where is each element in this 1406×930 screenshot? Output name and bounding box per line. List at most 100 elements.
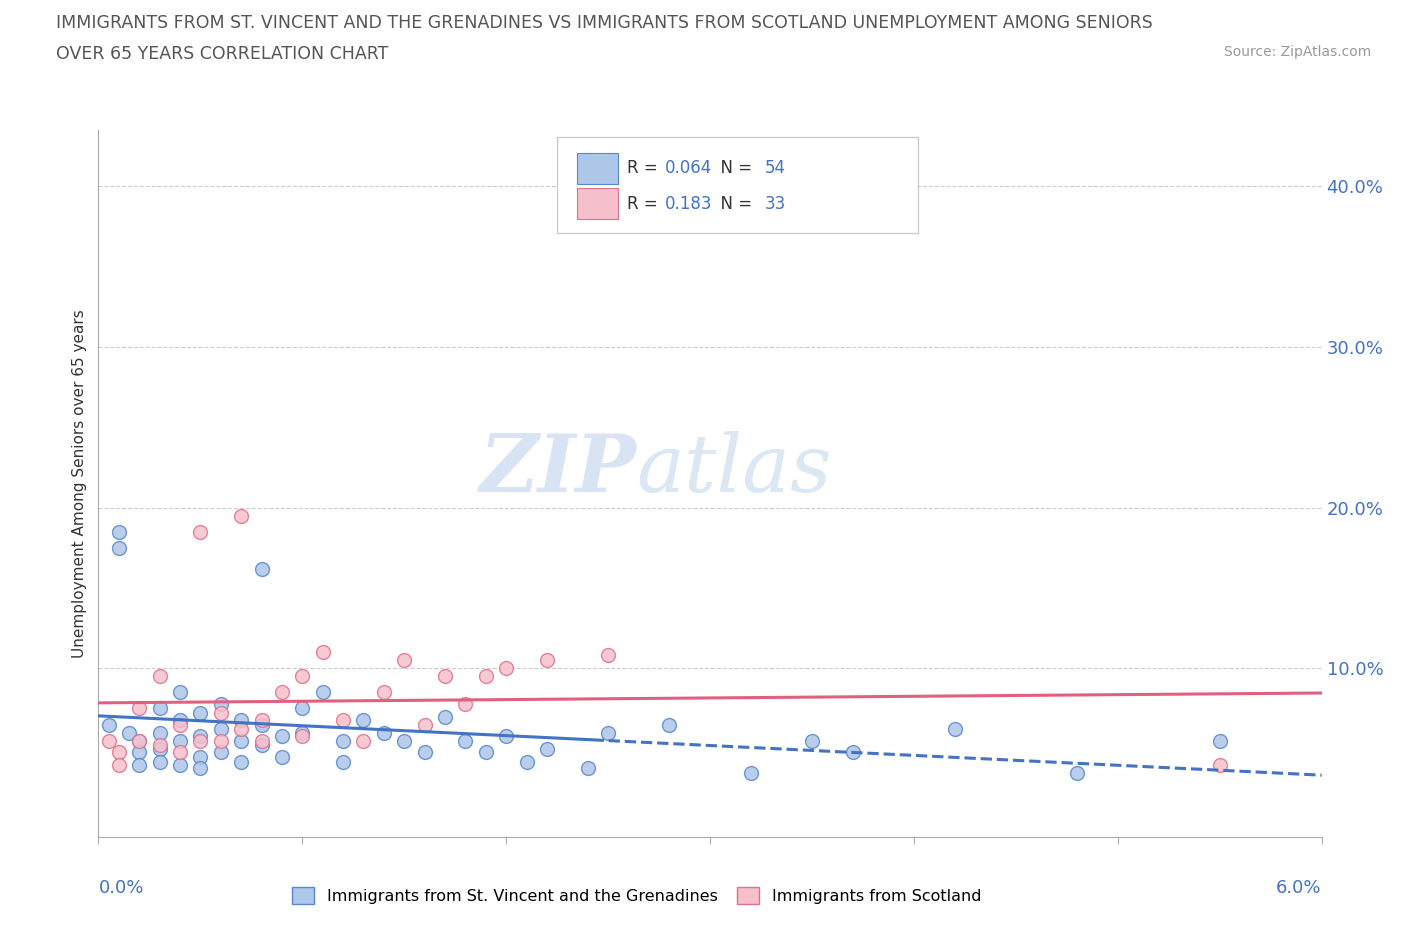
Point — [169, 685, 191, 700]
Point — [291, 725, 314, 740]
Point — [188, 525, 212, 539]
Point — [270, 728, 292, 743]
FancyBboxPatch shape — [576, 188, 619, 219]
Point — [270, 685, 292, 700]
Point — [97, 717, 120, 732]
Point — [188, 728, 212, 743]
Text: 54: 54 — [765, 159, 786, 178]
Point — [1208, 757, 1232, 772]
Point — [149, 741, 172, 756]
Text: 0.0%: 0.0% — [98, 880, 143, 897]
Point — [454, 697, 477, 711]
Point — [108, 757, 131, 772]
Point — [311, 685, 335, 700]
Point — [128, 733, 150, 748]
Point — [291, 669, 314, 684]
Point — [188, 761, 212, 776]
Point — [231, 754, 253, 769]
Point — [250, 712, 273, 727]
Point — [943, 722, 966, 737]
Point — [108, 744, 131, 759]
FancyBboxPatch shape — [576, 153, 619, 184]
Point — [231, 722, 253, 737]
Point — [291, 728, 314, 743]
Point — [188, 733, 212, 748]
Point — [209, 722, 232, 737]
Text: R =: R = — [627, 159, 662, 178]
Point — [1208, 733, 1232, 748]
Y-axis label: Unemployment Among Seniors over 65 years: Unemployment Among Seniors over 65 years — [72, 309, 87, 658]
Point — [149, 669, 172, 684]
Text: IMMIGRANTS FROM ST. VINCENT AND THE GRENADINES VS IMMIGRANTS FROM SCOTLAND UNEMP: IMMIGRANTS FROM ST. VINCENT AND THE GREN… — [56, 14, 1153, 32]
Point — [433, 709, 456, 724]
Point — [598, 648, 620, 663]
Text: OVER 65 YEARS CORRELATION CHART: OVER 65 YEARS CORRELATION CHART — [56, 45, 388, 62]
Point — [128, 744, 150, 759]
Point — [413, 744, 436, 759]
Point — [149, 738, 172, 753]
Point — [841, 744, 863, 759]
Point — [392, 733, 416, 748]
Point — [598, 725, 620, 740]
Point — [209, 706, 232, 721]
Point — [128, 733, 150, 748]
Point — [311, 644, 335, 659]
Text: 33: 33 — [765, 194, 786, 213]
Text: Source: ZipAtlas.com: Source: ZipAtlas.com — [1223, 45, 1371, 59]
Text: 6.0%: 6.0% — [1277, 880, 1322, 897]
Point — [352, 733, 374, 748]
Text: R =: R = — [627, 194, 662, 213]
Point — [332, 712, 354, 727]
Text: 0.183: 0.183 — [665, 194, 713, 213]
Point — [209, 733, 232, 748]
Point — [149, 754, 172, 769]
Point — [250, 717, 273, 732]
Point — [658, 717, 681, 732]
Point — [97, 733, 120, 748]
Point — [149, 725, 172, 740]
FancyBboxPatch shape — [557, 138, 918, 232]
Point — [209, 697, 232, 711]
Point — [188, 706, 212, 721]
Point — [169, 733, 191, 748]
Point — [188, 750, 212, 764]
Point — [373, 685, 395, 700]
Text: N =: N = — [710, 194, 758, 213]
Point — [108, 540, 131, 555]
Point — [250, 733, 273, 748]
Point — [118, 725, 141, 740]
Point — [474, 744, 498, 759]
Point — [149, 701, 172, 716]
Text: 0.064: 0.064 — [665, 159, 711, 178]
Text: N =: N = — [710, 159, 758, 178]
Point — [169, 744, 191, 759]
Point — [169, 712, 191, 727]
Point — [576, 761, 599, 776]
Point — [250, 738, 273, 753]
Text: ZIP: ZIP — [479, 431, 637, 508]
Point — [250, 562, 273, 577]
Point — [516, 754, 538, 769]
Point — [231, 712, 253, 727]
Point — [270, 750, 292, 764]
Point — [495, 728, 517, 743]
Point — [231, 733, 253, 748]
Legend: Immigrants from St. Vincent and the Grenadines, Immigrants from Scotland: Immigrants from St. Vincent and the Gren… — [285, 881, 988, 910]
Point — [128, 701, 150, 716]
Point — [231, 509, 253, 524]
Point — [108, 525, 131, 539]
Point — [128, 757, 150, 772]
Text: atlas: atlas — [637, 431, 832, 508]
Point — [433, 669, 456, 684]
Point — [332, 754, 354, 769]
Point — [495, 661, 517, 676]
Point — [536, 653, 558, 668]
Point — [392, 653, 416, 668]
Point — [740, 765, 762, 780]
Point — [352, 712, 374, 727]
Point — [413, 717, 436, 732]
Point — [169, 717, 191, 732]
Point — [474, 669, 498, 684]
Point — [291, 701, 314, 716]
Point — [373, 725, 395, 740]
